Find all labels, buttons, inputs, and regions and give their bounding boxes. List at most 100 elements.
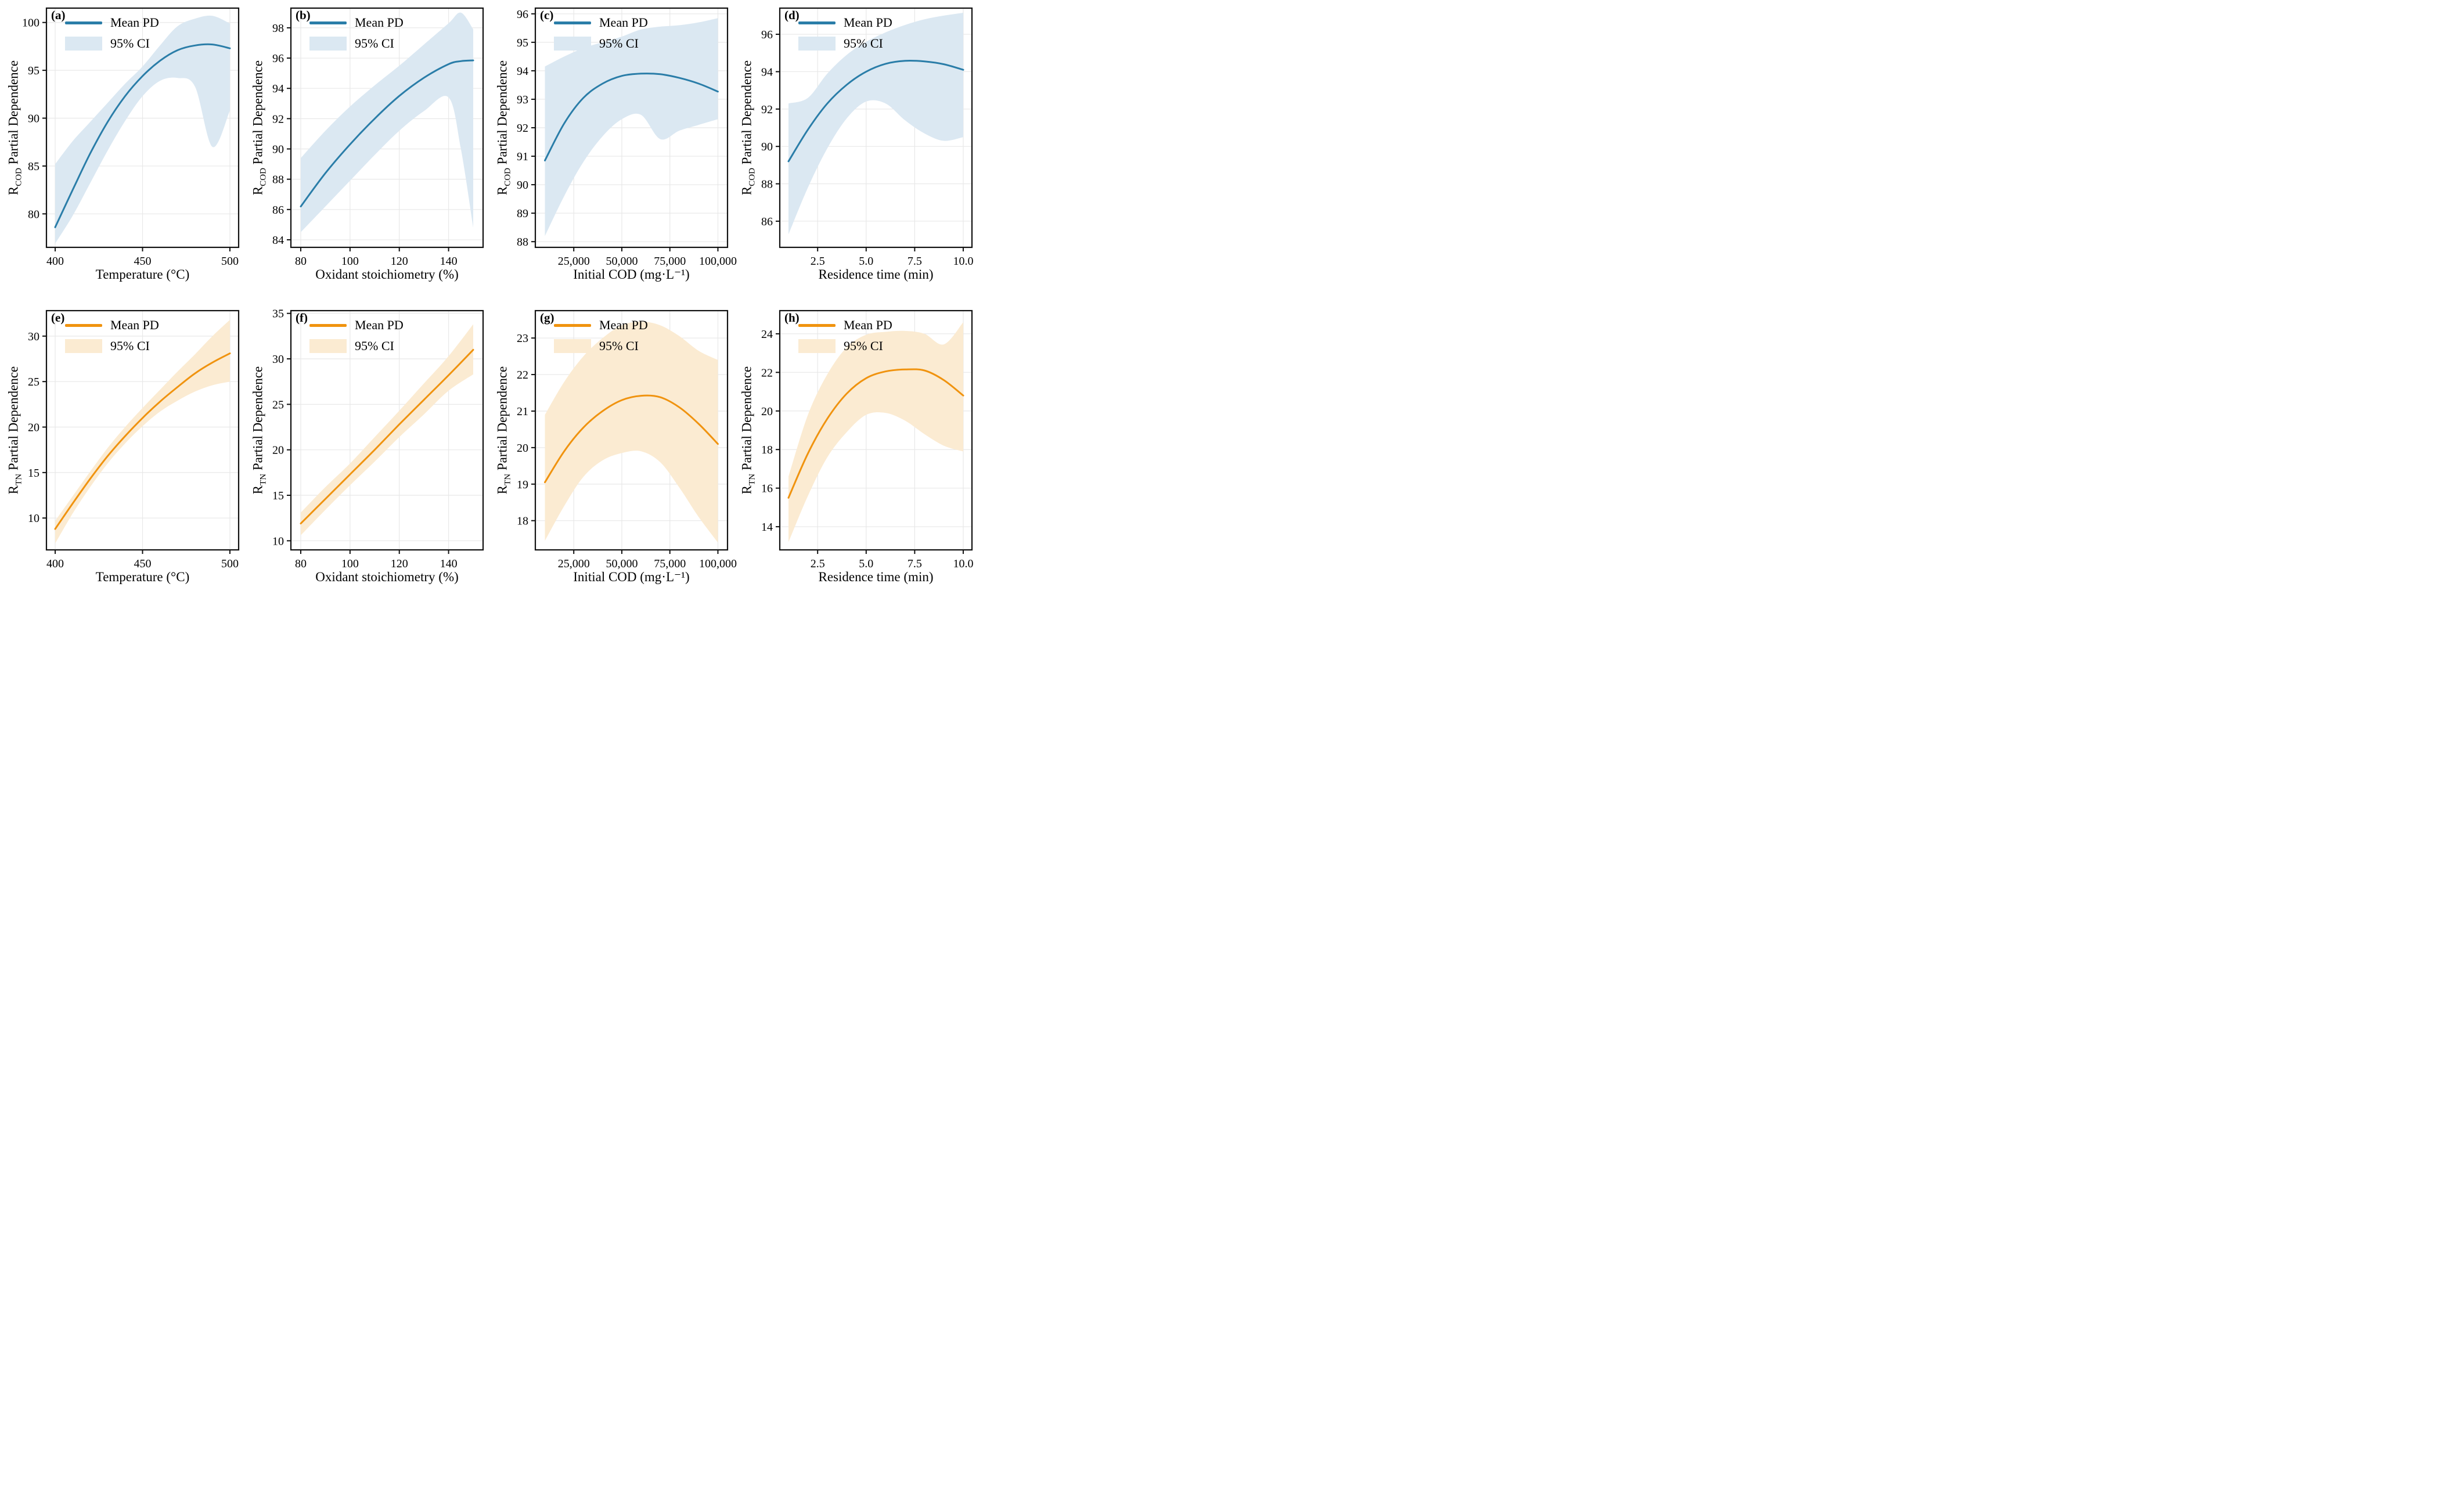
legend-row-mean: Mean PD [65, 316, 159, 334]
svg-text:92: 92 [761, 103, 773, 116]
svg-text:10: 10 [272, 535, 284, 548]
svg-text:92: 92 [272, 113, 284, 125]
svg-text:94: 94 [517, 65, 528, 78]
mean-line-swatch [309, 323, 347, 327]
y-label-prefix: R [6, 485, 21, 495]
y-label-subscript: TN [747, 473, 757, 485]
mean-line-swatch [554, 21, 591, 24]
svg-text:86: 86 [272, 204, 284, 217]
svg-text:100: 100 [341, 557, 359, 570]
x-axis-label: Residence time (min) [818, 570, 934, 584]
legend-mean-label: Mean PD [355, 318, 404, 332]
svg-text:100: 100 [341, 255, 359, 268]
svg-text:20: 20 [517, 442, 528, 455]
svg-text:15: 15 [272, 489, 284, 502]
legend: Mean PD 95% CI [309, 14, 404, 56]
legend-ci-label: 95% CI [599, 36, 639, 51]
legend: Mean PD 95% CI [554, 14, 648, 56]
y-label-subscript: COD [747, 168, 757, 186]
legend-mean-label: Mean PD [355, 15, 404, 30]
svg-text:88: 88 [761, 178, 773, 191]
legend-mean-label: Mean PD [110, 318, 159, 332]
y-label-prefix: R [250, 186, 265, 196]
legend-mean-label: Mean PD [844, 318, 892, 332]
legend-row-mean: Mean PD [309, 14, 404, 31]
legend-ci-label: 95% CI [844, 339, 883, 353]
svg-text:50,000: 50,000 [606, 255, 638, 268]
y-axis-label: RTN Partial Dependence [251, 366, 269, 495]
svg-text:140: 140 [440, 255, 458, 268]
ci-band-swatch [798, 339, 836, 353]
y-axis-label: RCOD Partial Dependence [740, 60, 758, 195]
mean-line-swatch [554, 323, 591, 327]
svg-text:400: 400 [46, 255, 64, 268]
svg-text:450: 450 [134, 255, 152, 268]
legend-ci-label: 95% CI [844, 36, 883, 51]
y-label-subscript: COD [14, 168, 24, 186]
svg-text:35: 35 [272, 308, 284, 321]
svg-text:16: 16 [761, 483, 773, 495]
svg-text:25: 25 [28, 376, 39, 388]
mean-line-swatch [798, 21, 836, 24]
svg-text:20: 20 [761, 405, 773, 418]
y-label-rest: Partial Dependence [6, 366, 21, 474]
subplot-d: 2.5 5.0 7.5 10.0 86 88 90 92 94 96 RCOD Partial D… [733, 0, 978, 303]
panel-tag: (a) [51, 8, 66, 22]
y-label-prefix: R [6, 186, 21, 196]
svg-text:5.0: 5.0 [859, 557, 873, 570]
svg-text:10.0: 10.0 [953, 255, 973, 268]
plot-canvas-e: 400 450 500 10 15 20 25 30 [28, 309, 240, 570]
x-axis-label: Temperature (°C) [95, 267, 190, 282]
legend-row-mean: Mean PD [798, 316, 892, 334]
y-axis-label: RCOD Partial Dependence [495, 60, 513, 195]
x-axis-label: Temperature (°C) [95, 570, 190, 584]
panel-tag: (d) [784, 8, 800, 22]
svg-text:18: 18 [517, 515, 528, 528]
svg-text:24: 24 [761, 328, 773, 341]
svg-text:120: 120 [391, 255, 408, 268]
svg-text:7.5: 7.5 [908, 557, 922, 570]
svg-text:88: 88 [272, 174, 284, 186]
legend: Mean PD 95% CI [554, 316, 648, 358]
subplot-c: 25,000 50,000 75,000 100,000 88 89 90 91 92 93 94 9… [489, 0, 737, 303]
svg-text:450: 450 [134, 557, 152, 570]
y-label-rest: Partial Dependence [250, 366, 265, 474]
legend-row-ci: 95% CI [554, 337, 648, 355]
y-axis-label: RTN Partial Dependence [6, 366, 24, 495]
svg-text:120: 120 [391, 557, 408, 570]
legend-row-ci: 95% CI [309, 337, 404, 355]
legend-row-ci: 95% CI [309, 35, 404, 52]
svg-text:10: 10 [28, 512, 39, 525]
y-label-prefix: R [739, 485, 754, 495]
legend: Mean PD 95% CI [309, 316, 404, 358]
svg-text:500: 500 [221, 255, 239, 268]
y-label-subscript: COD [258, 168, 268, 186]
subplot-grid: 400 450 500 80 85 90 95 100 RCOD Partial Depend… [0, 0, 978, 605]
y-axis-label: RCOD Partial Dependence [251, 60, 269, 195]
legend-ci-label: 95% CI [355, 339, 394, 353]
legend-mean-label: Mean PD [599, 15, 648, 30]
panel-tag: (c) [540, 8, 554, 22]
svg-text:93: 93 [517, 93, 528, 106]
panel-tag: (e) [51, 311, 65, 325]
svg-text:96: 96 [761, 28, 773, 41]
svg-text:400: 400 [46, 557, 64, 570]
legend-row-ci: 95% CI [554, 35, 648, 52]
y-label-rest: Partial Dependence [6, 60, 21, 168]
legend-ci-label: 95% CI [599, 339, 639, 353]
legend-row-mean: Mean PD [65, 14, 159, 31]
svg-text:80: 80 [295, 557, 307, 570]
plot-canvas-a: 400 450 500 80 85 90 95 100 [22, 7, 240, 268]
x-axis-label: Residence time (min) [818, 267, 934, 282]
svg-text:100,000: 100,000 [699, 557, 737, 570]
svg-text:19: 19 [517, 478, 528, 491]
y-label-prefix: R [495, 186, 510, 196]
x-axis-label: Oxidant stoichiometry (%) [315, 267, 459, 282]
svg-text:88: 88 [517, 236, 528, 249]
svg-text:22: 22 [761, 366, 773, 379]
svg-text:100,000: 100,000 [699, 255, 737, 268]
plot-canvas-g: 25,000 50,000 75,000 100,000 18 19 20 21 22 23 [517, 309, 737, 570]
svg-text:30: 30 [28, 330, 39, 343]
mean-line-swatch [65, 21, 102, 24]
legend-mean-label: Mean PD [599, 318, 648, 332]
